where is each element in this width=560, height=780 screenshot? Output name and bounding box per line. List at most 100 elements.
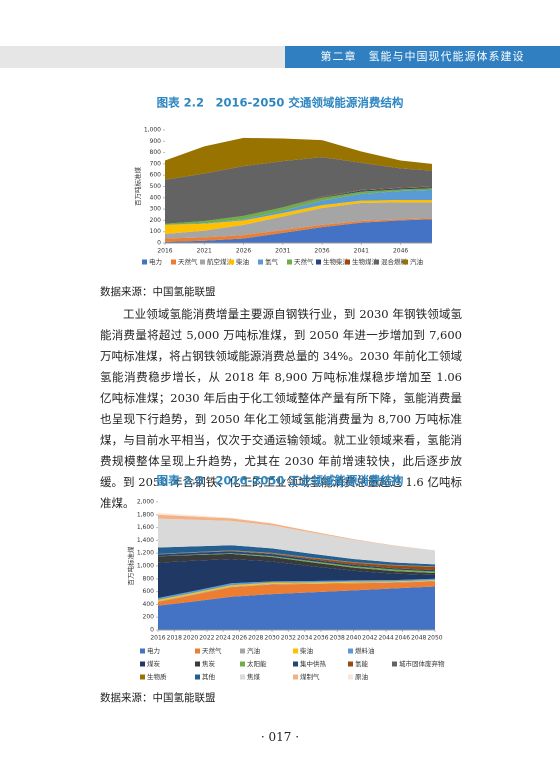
area — [158, 551, 435, 572]
legend-label: 其他 — [202, 672, 216, 681]
y-tick-label: 500 — [150, 183, 162, 190]
legend-swatch — [392, 661, 397, 667]
x-tick-label: 2016 — [157, 248, 172, 255]
legend-swatch — [140, 648, 145, 654]
legend-label: 电力 — [149, 257, 162, 266]
legend-label: 电力 — [147, 646, 160, 655]
y-tick-label: 800 — [143, 575, 155, 582]
x-tick-label: 2034 — [297, 635, 312, 642]
x-tick-label: 2040 — [346, 635, 361, 642]
source-note: 数据来源：中国氢能联盟 — [100, 692, 216, 704]
legend-label: 柴油 — [300, 646, 313, 655]
area — [158, 553, 435, 575]
legend-swatch — [348, 661, 353, 667]
legend-label: 原油 — [355, 672, 368, 681]
area — [158, 550, 435, 571]
x-tick-label: 2021 — [197, 248, 212, 255]
legend-label: 汽油 — [247, 646, 260, 655]
area — [158, 514, 435, 551]
legend-swatch — [140, 661, 145, 667]
x-tick-label: 2026 — [232, 635, 247, 642]
legend-swatch — [200, 259, 205, 265]
x-tick-label: 2046 — [395, 635, 410, 642]
y-tick-label: 1,600 — [137, 524, 154, 531]
area — [165, 137, 432, 180]
y-tick-label: 600 — [150, 172, 162, 179]
x-tick-label: 2046 — [393, 248, 408, 255]
legend-swatch — [348, 648, 353, 654]
x-tick-label: 2030 — [264, 635, 279, 642]
area — [158, 545, 435, 567]
x-tick-label: 2024 — [216, 635, 231, 642]
x-tick-label: 2016 — [150, 635, 165, 642]
legend-swatch — [258, 259, 263, 265]
x-tick-label: 2032 — [281, 635, 296, 642]
legend-swatch — [293, 674, 298, 680]
area — [158, 518, 435, 565]
x-tick-label: 2036 — [313, 635, 328, 642]
area — [158, 586, 435, 630]
legend-label: 混合燃料 — [381, 257, 408, 266]
x-tick-label: 2018 — [167, 635, 182, 642]
legend-label: 焦炭 — [202, 659, 216, 668]
y-tick-label: 600 — [143, 588, 155, 595]
chapter-header: 第二章 氢能与中国现代能源体系建设 — [285, 46, 560, 68]
y-tick-label: 700 — [150, 160, 162, 167]
area — [165, 189, 432, 225]
x-tick-label: 2028 — [248, 635, 263, 642]
x-tick-label: 2050 — [427, 635, 442, 642]
area — [165, 219, 432, 243]
area — [165, 202, 432, 239]
y-axis-label: 百万吨标准煤 — [133, 167, 142, 207]
x-tick-label: 2038 — [330, 635, 345, 642]
x-tick-label: 2048 — [411, 635, 426, 642]
legend-label: 天然气 — [178, 257, 198, 266]
area — [158, 558, 435, 598]
x-tick-label: 2036 — [314, 248, 329, 255]
chart-title: 图表 2.2 2016-2050 交通领域能源消费结构 — [157, 96, 404, 110]
area — [158, 578, 435, 600]
legend-swatch — [403, 259, 408, 265]
legend-swatch — [348, 674, 353, 680]
area — [158, 581, 435, 606]
legend-swatch — [195, 674, 200, 680]
x-tick-label: 2026 — [236, 248, 251, 255]
y-tick-label: 1,200 — [137, 550, 154, 557]
legend-swatch — [229, 259, 234, 265]
page-number: · 017 · — [260, 730, 300, 744]
legend-swatch — [345, 259, 350, 265]
legend-swatch — [195, 648, 200, 654]
area — [165, 200, 432, 234]
area — [158, 553, 435, 574]
legend-swatch — [293, 648, 298, 654]
legend-label: 汽油 — [410, 257, 423, 266]
body-text: 工业领域氢能消费增量主要源自钢铁行业，到 2030 年钢铁领域氢能消费量将超过 … — [100, 307, 462, 510]
y-tick-label: 1,400 — [137, 537, 154, 544]
legend-label: 集中供热 — [300, 659, 327, 668]
header-band — [0, 46, 285, 68]
y-tick-label: 2,000 — [137, 499, 154, 506]
y-tick-label: 0 — [157, 240, 161, 247]
legend-label: 航空煤油 — [207, 257, 233, 266]
legend-label: 生物煤油 — [352, 257, 378, 266]
y-tick-label: 900 — [150, 138, 162, 145]
y-tick-label: 400 — [150, 194, 162, 201]
legend-swatch — [293, 661, 298, 667]
y-tick-label: 300 — [150, 206, 162, 213]
y-tick-label: 200 — [143, 614, 155, 621]
legend-swatch — [374, 259, 379, 265]
y-tick-label: 100 — [150, 228, 162, 235]
legend-label: 焦煤 — [247, 672, 261, 681]
y-tick-label: 0 — [150, 627, 154, 634]
area — [165, 157, 432, 224]
legend-label: 生物柴油 — [323, 257, 349, 266]
legend-swatch — [171, 259, 176, 265]
chart-title: 图表 2.3 2016-2050 工业领域能源消费结构 — [157, 474, 404, 488]
legend-label: 氢气 — [265, 257, 279, 266]
legend-label: 燃料油 — [355, 646, 375, 655]
legend-label: 生物质 — [147, 672, 167, 681]
legend-label: 煤制气 — [300, 672, 320, 681]
legend-label: 煤炭 — [147, 659, 161, 668]
legend-swatch — [240, 648, 245, 654]
